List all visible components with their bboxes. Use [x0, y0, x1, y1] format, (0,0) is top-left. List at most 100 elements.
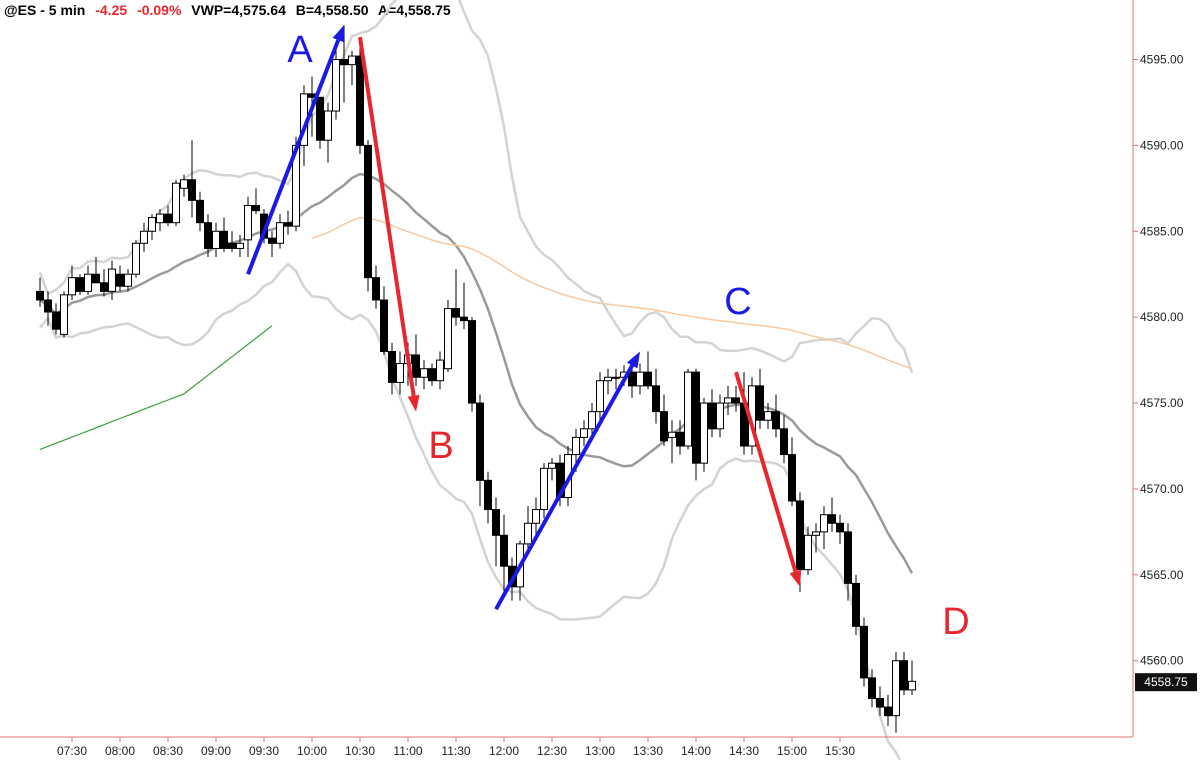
candle: [188, 140, 196, 218]
candle-body: [252, 205, 260, 212]
candle: [660, 394, 668, 446]
candle: [116, 265, 124, 292]
price-tick-label: 4590.00: [1140, 138, 1184, 152]
candle-body: [812, 531, 820, 536]
time-tick-label: 14:00: [681, 744, 711, 758]
candle-body: [532, 509, 540, 524]
time-tick-label: 09:30: [249, 744, 279, 758]
time-tick-label: 15:30: [825, 744, 855, 758]
arrow-D: D: [734, 371, 970, 643]
candle: [884, 695, 892, 726]
candle-body: [196, 199, 204, 224]
candle: [764, 403, 772, 429]
candle: [372, 265, 380, 309]
candle: [396, 351, 404, 395]
candle: [676, 420, 684, 455]
candle: [220, 217, 228, 252]
candle-body: [204, 222, 212, 249]
candle: [132, 239, 140, 278]
candle-body: [76, 277, 84, 292]
candle-body: [116, 273, 124, 287]
candle: [532, 497, 540, 541]
candle-body: [764, 411, 772, 421]
candle-body: [852, 582, 860, 627]
candle: [724, 385, 732, 416]
candle-body: [644, 371, 652, 387]
candle: [476, 394, 484, 507]
candle-body: [380, 299, 388, 353]
candle: [732, 385, 740, 412]
middle-band-line: [39, 172, 914, 574]
candle-body: [268, 237, 276, 244]
candle: [340, 25, 348, 103]
candle-body: [652, 385, 660, 413]
candle: [428, 363, 436, 386]
lower-band-line: [39, 262, 902, 760]
time-tick-label: 08:30: [153, 744, 183, 758]
candle-body: [724, 397, 732, 404]
candle: [868, 669, 876, 708]
candle: [468, 317, 476, 412]
candle-body: [228, 242, 236, 249]
candle: [84, 265, 92, 295]
candle: [324, 102, 332, 163]
time-tick-label: 10:30: [345, 744, 375, 758]
candle-body: [428, 368, 436, 382]
candle-body: [436, 359, 444, 382]
candle: [100, 269, 108, 297]
candle: [420, 360, 428, 390]
candle: [844, 523, 852, 601]
candle-body: [388, 351, 396, 383]
candle: [772, 394, 780, 438]
candle: [436, 351, 444, 390]
current-price-box: [1135, 673, 1197, 692]
candle-body: [868, 677, 876, 699]
candle: [708, 389, 716, 438]
arrow-shaft: [358, 36, 416, 397]
arrow-shaft: [494, 364, 634, 611]
candle-body: [572, 436, 580, 456]
arrow-head: [407, 394, 420, 412]
candle: [76, 274, 84, 295]
candle: [836, 514, 844, 544]
candle-body: [356, 55, 364, 146]
price-tick-label: 4580.00: [1140, 310, 1184, 324]
candle: [140, 222, 148, 252]
candle-body: [52, 311, 60, 330]
candle-body: [44, 299, 52, 313]
candle-body: [828, 514, 836, 524]
candle-body: [92, 273, 100, 284]
candle: [644, 351, 652, 390]
bid-value: B=4,558.50: [295, 2, 369, 18]
time-tick-label: 09:00: [201, 744, 231, 758]
candle-body: [316, 96, 324, 141]
candle: [268, 231, 276, 258]
time-tick-label: 10:00: [297, 744, 327, 758]
candle: [484, 471, 492, 524]
candle: [92, 257, 100, 284]
candle: [500, 514, 508, 592]
candle-body: [500, 534, 508, 567]
candle-body: [892, 660, 900, 717]
candle-body: [284, 222, 292, 227]
candle: [204, 214, 212, 258]
candle: [156, 208, 164, 232]
price-tick-label: 4595.00: [1140, 53, 1184, 67]
candle-body: [324, 110, 332, 141]
candle: [580, 420, 588, 446]
candle-body: [804, 534, 812, 571]
arrow-label-C: C: [724, 281, 751, 323]
candle: [876, 686, 884, 716]
candle: [172, 179, 180, 227]
candle-body: [588, 411, 596, 430]
change-value: -4.25: [95, 2, 128, 18]
arrow-label-A: A: [287, 29, 313, 71]
candle: [452, 269, 460, 326]
candle-body: [884, 706, 892, 717]
candle-body: [492, 509, 500, 536]
candle: [684, 368, 692, 450]
candle: [212, 222, 220, 258]
time-tick-label: 13:30: [633, 744, 663, 758]
arrow-C: C: [494, 281, 752, 611]
